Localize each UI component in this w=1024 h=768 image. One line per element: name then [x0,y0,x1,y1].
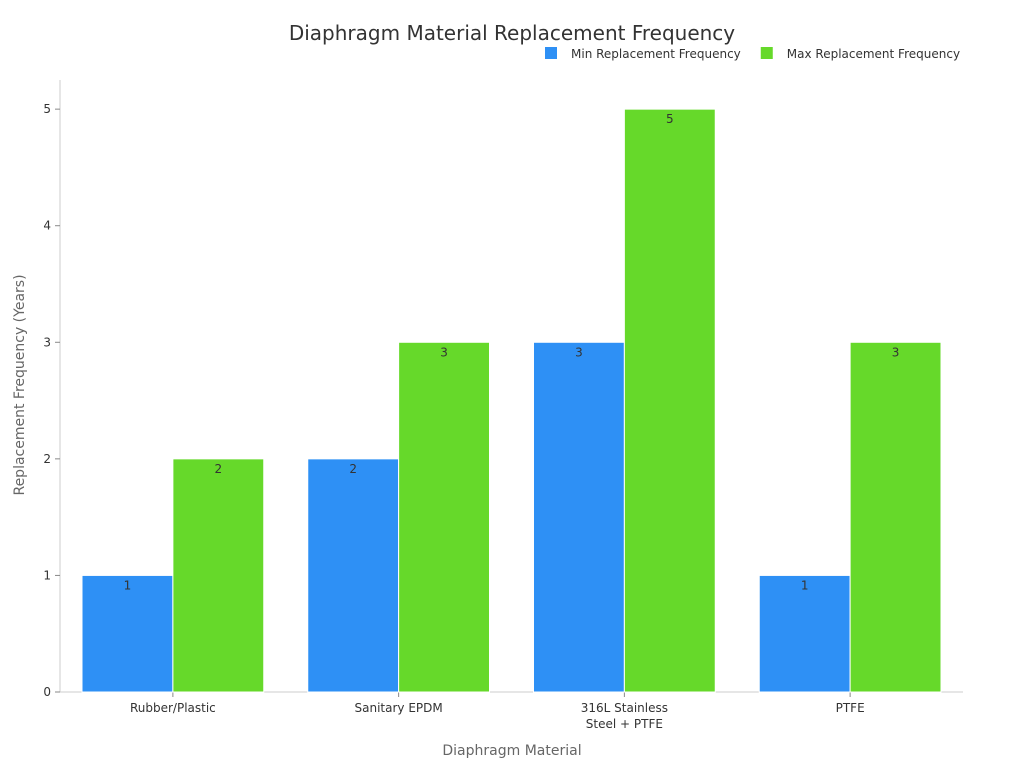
x-axis-title: Diaphragm Material [442,743,581,759]
data-label: 3 [892,345,900,359]
data-label: 2 [214,462,222,476]
x-tick-label: PTFE [836,701,865,715]
bar [81,574,174,693]
y-tick-label: 4 [43,219,51,233]
legend-swatch [545,47,557,59]
data-label: 1 [801,578,809,592]
x-tick-label: Sanitary EPDM [355,701,443,715]
chart-title: Diaphragm Material Replacement Frequency [289,21,735,45]
bar [533,341,625,693]
legend: Min Replacement Frequency Max Replacement… [545,47,960,61]
data-labels: 1 2 2 3 3 5 1 3 [124,112,900,592]
y-axis: 0 1 2 3 4 5 [43,80,61,699]
x-tick-label: Rubber/Plastic [130,701,216,715]
bar [307,458,400,693]
bar [172,458,265,693]
y-tick-label: 0 [43,685,51,699]
legend-label: Max Replacement Frequency [787,47,960,61]
data-label: 3 [440,345,448,359]
bar [623,108,716,693]
data-label: 2 [349,462,357,476]
bar [849,341,942,693]
x-axis: Rubber/Plastic Sanitary EPDM 316L Stainles… [60,691,963,731]
data-label: 3 [575,345,583,359]
data-label: 1 [124,578,132,592]
legend-label: Min Replacement Frequency [571,47,741,61]
legend-swatch [760,47,773,59]
y-tick-label: 3 [43,335,51,349]
y-axis-title: Replacement Frequency (Years) [12,274,28,495]
bars [81,108,942,693]
bar [758,574,851,693]
y-tick-label: 5 [43,102,51,116]
x-tick-label: 316L Stainless Steel + PTFE [581,701,668,731]
y-tick-label: 1 [43,568,51,582]
data-label: 5 [666,112,674,126]
bar [398,341,490,693]
y-tick-label: 2 [43,452,51,466]
